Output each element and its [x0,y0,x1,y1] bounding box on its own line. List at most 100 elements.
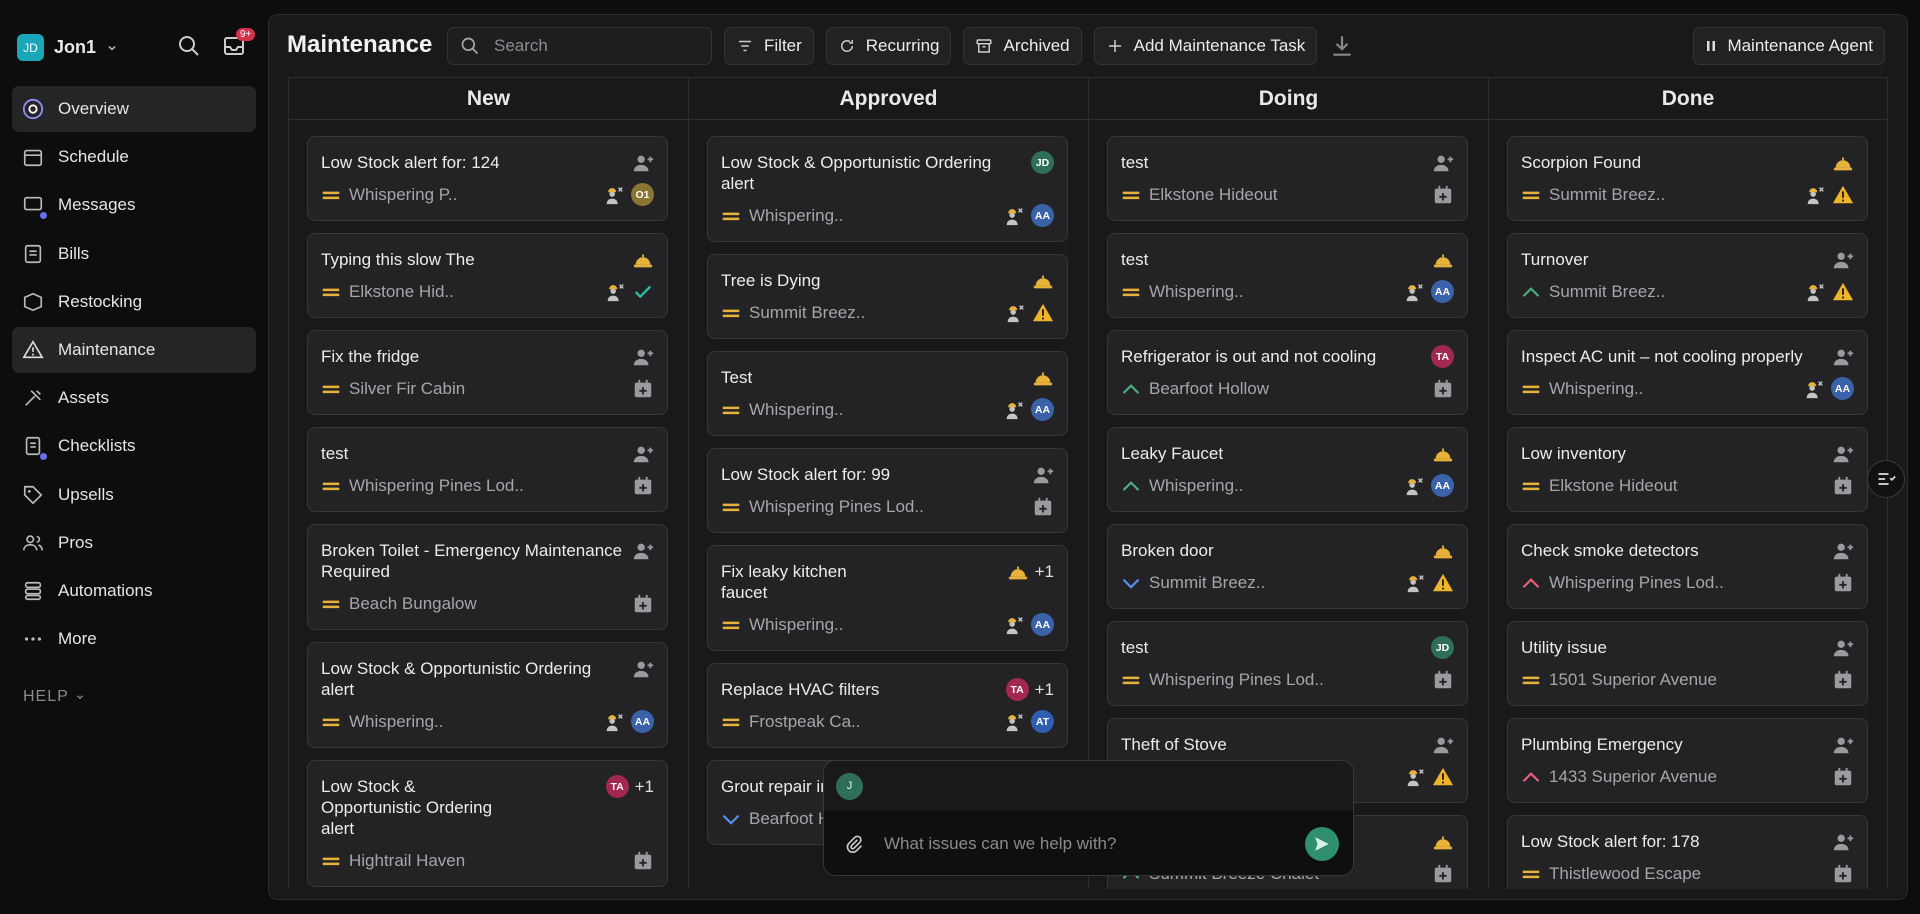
task-card[interactable]: Low Stock alert for: 99 Whispering Pines … [707,448,1068,533]
icon-path [618,713,623,719]
task-card[interactable]: Low Stock & Opportunistic Ordering alert… [707,136,1068,242]
icon-rect [976,39,992,45]
task-card[interactable]: test JD Whispering Pines Lod.. [1107,621,1468,706]
nav-item[interactable]: Schedule [12,134,256,180]
priority-icon [321,594,341,614]
agent-button[interactable]: Maintenance Agent [1693,27,1885,65]
property-name: Whispering.. [1149,282,1244,301]
calendar-icon [1432,669,1454,691]
send-button[interactable] [1305,827,1339,861]
icon-path [1006,628,1018,634]
help-menu[interactable]: HELP [23,688,85,706]
icon-path [618,186,623,192]
nav-item[interactable]: Overview [12,86,256,132]
icon-svg [722,503,740,511]
icon-rect [722,411,740,414]
task-card[interactable]: Leaky Faucet Whispering.. AA [1107,427,1468,512]
search-box[interactable]: Search [447,27,712,65]
icon-svg [1522,385,1540,393]
task-card[interactable]: test Whispering.. AA [1107,233,1468,318]
task-card[interactable]: Low Stock alert for: 178 Thistlewood Esca… [1507,815,1868,889]
task-card[interactable]: Broken door Summit Breez.. [1107,524,1468,609]
side-toggle[interactable] [1867,460,1905,498]
icon-rect [1833,167,1853,170]
icon-rect [1122,196,1140,199]
task-card[interactable]: Check smoke detectors Whispering Pines Lo… [1507,524,1868,609]
icon-circle [1837,446,1845,454]
chat-placeholder: What issues can we help with? [884,834,1117,853]
toolbar-button[interactable]: Filter [724,27,814,65]
inbox-button[interactable] [222,34,246,58]
card-bottom-items [1832,766,1854,787]
assignee-avatar: JD [1031,151,1054,174]
card-top-items [1032,464,1054,485]
icon-path [739,40,751,52]
icon-svg [633,446,654,462]
card-bottom-items [1432,863,1454,884]
nav-item[interactable]: Messages [12,182,256,228]
task-card[interactable]: Typing this slow The Elkstone Hid.. [307,233,668,318]
toolbar-button[interactable]: Archived [963,27,1082,65]
nav-item[interactable]: Restocking [12,279,256,325]
bell-icon [1032,270,1054,292]
task-card[interactable]: Plumbing Emergency 1433 Superior Avenue [1507,718,1868,803]
icon-svg [1033,275,1053,288]
download-button[interactable] [1329,33,1355,59]
nav-item[interactable]: More [12,616,256,662]
task-card[interactable]: Refrigerator is out and not cooling TA Bea… [1107,330,1468,415]
list-icon [1878,473,1896,485]
nav-item[interactable]: Checklists [12,423,256,469]
priority-icon [1521,767,1541,787]
task-card[interactable]: Broken Toilet - Emergency Maintenance Re… [307,524,668,630]
task-card[interactable]: Low Stock & Opportunistic Ordering alert… [307,642,668,748]
task-card[interactable]: Fix leaky kitchen faucet +1 Whispering.. AA [707,545,1068,651]
chat-input[interactable]: What issues can we help with? [824,811,1353,875]
task-card[interactable]: test Elkstone Hideout [1107,136,1468,221]
task-card[interactable]: Low Stock & Opportunistic Ordering alert… [307,760,668,887]
nav-item[interactable]: Automations [12,568,256,614]
search-button[interactable] [177,34,201,58]
task-card[interactable]: Low inventory Elkstone Hideout [1507,427,1868,512]
nav-icon [22,291,44,313]
icon-circle [609,717,615,724]
task-card[interactable]: Fix the fridge Silver Fir Cabin [307,330,668,415]
nav-item[interactable]: Assets [12,375,256,421]
task-card[interactable]: Test Whispering.. AA [707,351,1068,436]
nav-item[interactable]: Pros [12,520,256,566]
icon-svg [322,718,340,726]
icon-rect [1842,287,1844,295]
task-card[interactable]: Inspect AC unit – not cooling properly Wh… [1507,330,1868,415]
attach-icon[interactable] [844,834,864,854]
task-card[interactable]: Turnover Summit Breez.. [1507,233,1868,318]
icon-rect [24,581,42,589]
nav-item[interactable]: Bills [12,231,256,277]
icon-svg [1006,713,1023,731]
icon-rect [722,406,740,409]
task-card[interactable]: Replace HVAC filters TA +1 Frostpeak Ca.. AT [707,663,1068,748]
task-card[interactable]: Scorpion Found Summit Breez.. [1507,136,1868,221]
task-card[interactable]: Low Stock alert for: 124 Whispering P.. O1 [307,136,668,221]
card-title: Scorpion Found [1521,153,1642,172]
icon-rect [322,857,340,860]
task-card[interactable]: test Whispering Pines Lod.. [307,427,668,512]
property-name: Whispering Pines Lod.. [1549,573,1724,592]
icon-svg [607,283,624,301]
icon-circle [637,661,645,669]
icon-path [1847,447,1854,453]
icon-path [1418,477,1423,483]
priority-icon [1121,476,1141,496]
calendar-icon [1832,766,1854,788]
card-title: Refrigerator is out and not cooling [1121,347,1377,366]
user-menu[interactable]: JD Jon1 [17,34,118,61]
nav-item[interactable]: Upsells [12,472,256,518]
icon-path [619,283,624,289]
task-card[interactable]: Utility issue 1501 Superior Avenue [1507,621,1868,706]
icon-path [1406,295,1418,301]
toolbar-button[interactable]: Recurring [825,27,952,65]
toolbar-button[interactable]: Add Maintenance Task [1093,27,1318,65]
card-bottom-items [1804,184,1854,205]
task-card[interactable]: Tree is Dying Summit Breez.. [707,254,1068,339]
icon-path [633,455,649,462]
nav-item[interactable]: Maintenance [12,327,256,373]
priority-icon [721,615,741,635]
